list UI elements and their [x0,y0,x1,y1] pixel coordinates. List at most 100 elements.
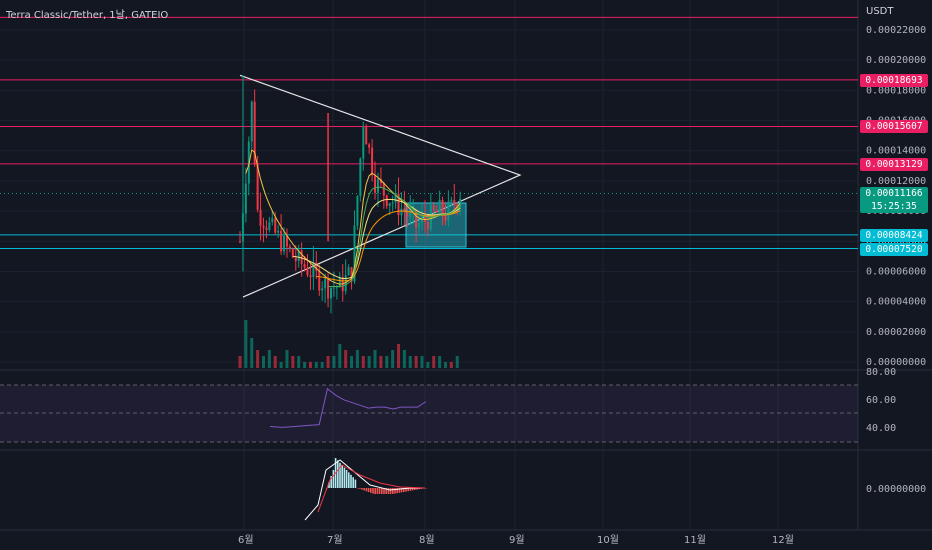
price-tick-label: 0.00006000 [866,266,926,277]
candle-body [347,267,350,276]
level-price-label: 0.00013129 [860,157,928,171]
candle-body [285,235,288,247]
candle-body [294,257,297,261]
candle-body [303,264,306,268]
candle-body [438,199,441,213]
candle-body [244,183,247,214]
macd-histogram-bar [400,488,403,493]
candle-body [388,203,391,207]
macd-histogram-bar [343,467,346,488]
currency-label: USDT [866,6,894,17]
candle-body [368,144,371,148]
volume-bar [355,350,359,368]
volume-bar [408,356,412,368]
candle-body [376,178,379,193]
volume-bar [326,356,330,368]
volume-bar [361,356,365,368]
level-price-label: 0.00015607 [860,120,928,134]
candle-body [265,227,268,230]
candle-body [374,175,377,193]
candle-body [385,195,388,207]
macd-signal-line [317,464,426,513]
macd-histogram-bar [411,488,414,491]
volume-bar [285,350,289,368]
macd-histogram-bar [361,488,363,490]
volume-bar [308,362,312,368]
macd-histogram-bar [363,488,365,491]
volume-bar [256,350,260,368]
candle-body [415,210,418,228]
candle-body [403,208,406,213]
volume-bar [402,350,406,368]
macd-histogram-bar [376,488,379,494]
volume-bar [414,356,418,368]
level-price-label: 0.00008424 [860,228,928,242]
price-tick-label: 0.00014000 [866,146,926,157]
macd-histogram-bar [352,477,354,488]
volume-bar [449,362,453,368]
ma-line [292,198,461,280]
macd-histogram-bar [407,488,409,492]
candle-body [418,222,421,228]
volume-bar [244,320,248,368]
macd-histogram-bar [418,488,420,490]
volume-bar [438,356,442,368]
macd-histogram-bar [403,488,405,492]
candle-body [359,158,362,197]
candle-body [350,267,353,282]
volume-bar [250,338,254,368]
ma-line [328,186,461,288]
volume-bar [273,356,277,368]
volume-bar [314,362,318,368]
candle-body [300,250,303,265]
candle-body [312,262,315,277]
candle-body [371,147,374,176]
ma-line [245,149,461,285]
volume-bar [261,356,265,368]
level-price-label: 0.00007520 [860,242,928,256]
candle-body [277,230,280,233]
volume-bar [367,356,371,368]
volume-bar [279,362,283,368]
candle-body [394,193,397,203]
macd-histogram-bar [383,488,385,494]
candle-body [239,241,241,243]
candle-body [365,127,368,145]
macd-histogram-bar [332,470,335,488]
macd-histogram-bar [341,465,343,488]
volume-bar [379,356,383,368]
price-tick-label: 0.00002000 [866,327,926,338]
macd-histogram-bar [414,488,416,490]
time-tick-label: 9월 [509,534,525,546]
macd-histogram-bar [348,472,350,488]
rsi-tick-label: 60.00 [866,395,896,406]
triangle-pattern [239,74,522,298]
price-tick-label: 0.00000000 [866,357,926,368]
candle-countdown: 15:25:35 [871,201,917,213]
macd-histogram-bar [350,474,352,488]
volume-bar [426,362,430,368]
last-price-value: 0.00011166 [865,188,923,200]
candle-body [406,212,409,217]
macd-histogram-bar [396,488,398,494]
candle-body [291,248,294,258]
candle-body [268,222,271,230]
candle-body [450,200,453,202]
macd-histogram-bar [394,488,396,494]
candle-body [297,250,300,261]
candle-body [344,275,347,292]
volume-bar [338,344,342,368]
candle-body [288,246,291,249]
candle-body [274,218,277,233]
macd-histogram-bar [392,488,394,494]
candle-body [379,178,382,184]
candle-body [338,276,341,288]
candle-body [327,278,330,299]
time-tick-label: 6월 [238,534,254,546]
macd-histogram-bar [367,488,370,492]
candle-body [283,235,286,252]
candle-body [321,288,324,291]
candle-body [318,270,321,291]
